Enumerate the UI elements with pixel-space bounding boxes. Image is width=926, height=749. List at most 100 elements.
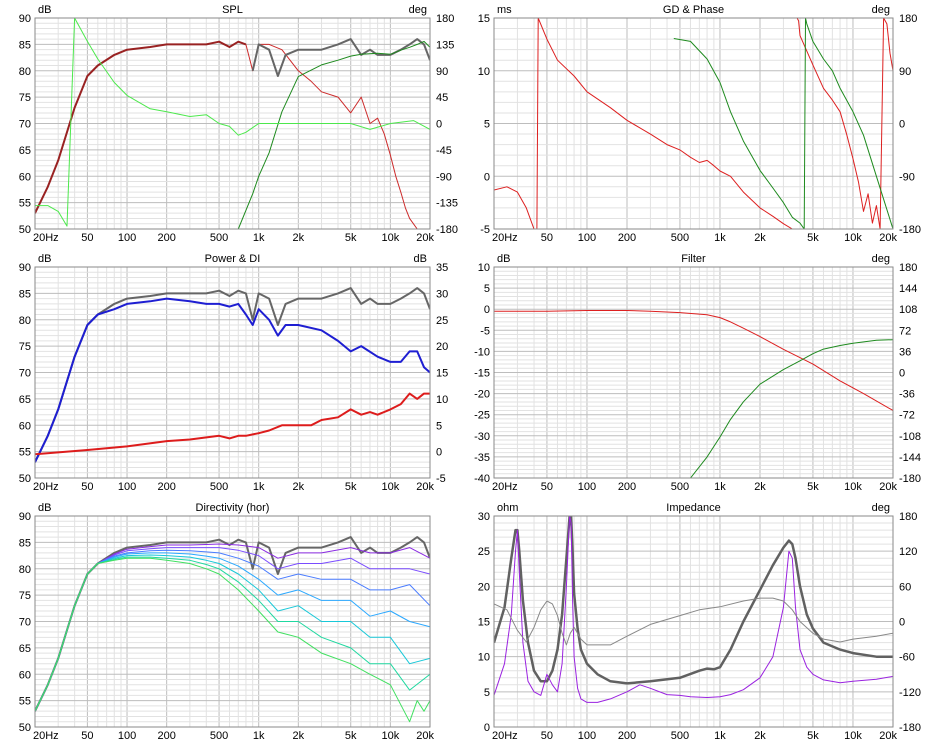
left-axis-tick-label: 65 <box>19 145 31 157</box>
x-axis-tick-label: 2k <box>754 232 766 244</box>
left-axis-tick-label: 50 <box>19 473 31 485</box>
left-axis-tick-label: 65 <box>19 394 31 406</box>
left-axis-tick-label: 0 <box>484 304 490 316</box>
left-axis-tick-label: 50 <box>19 224 31 236</box>
left-axis-tick-label: 20 <box>478 581 490 593</box>
left-axis-tick-label: 90 <box>19 262 31 274</box>
x-axis-tick-label: 10k <box>381 232 399 244</box>
x-axis-tick-label: 20k <box>879 232 897 244</box>
left-axis-tick-label: -15 <box>474 368 490 380</box>
left-axis-tick-label: 55 <box>19 447 31 459</box>
right-axis-tick-label: 0 <box>899 119 905 131</box>
series-line-1 <box>35 297 430 463</box>
left-axis-tick-label: 80 <box>19 315 31 327</box>
x-axis-tick-label: 10k <box>381 481 399 493</box>
x-axis-tick-label: 50 <box>81 481 93 493</box>
right-axis-tick-label: 0 <box>436 447 442 459</box>
x-axis-tick-label: 5k <box>807 481 819 493</box>
right-axis-tick-label: 144 <box>899 283 917 295</box>
x-axis-tick-label: 20k <box>879 730 897 742</box>
series-group <box>35 18 430 229</box>
chart-panel-power-di: Power & DI dB dB 50 55 60 65 70 75 80 85 90 -5 0 5 10 15… <box>19 253 449 493</box>
left-axis-tick-label: 15 <box>478 617 490 629</box>
series-group <box>35 536 430 723</box>
right-axis-tick-label: 20 <box>436 341 448 353</box>
x-axis-tick-label: 5k <box>345 730 357 742</box>
x-axis-tick-label: 20k <box>416 481 434 493</box>
right-axis-tick-label: 10 <box>436 394 448 406</box>
left-axis-tick-label: 55 <box>19 696 31 708</box>
right-axis-tick-label: 60 <box>899 581 911 593</box>
left-axis-tick-label: 75 <box>19 92 31 104</box>
right-axis-unit: deg <box>409 4 427 16</box>
x-axis-tick-label: 20Hz <box>33 232 59 244</box>
chart-title: Impedance <box>666 502 720 514</box>
right-axis-tick-label: 120 <box>899 546 917 558</box>
x-axis-tick-label: 100 <box>578 730 596 742</box>
x-axis-tick-label: 1k <box>714 730 726 742</box>
left-axis-tick-label: 0 <box>484 171 490 183</box>
series-line-4 <box>35 18 430 227</box>
x-axis-tick-label: 5k <box>345 232 357 244</box>
chart-panel-directivity: Directivity (hor) dB 50 55 60 65 70 75 80 85 90 20H… <box>19 502 435 742</box>
x-axis-tick-label: 10k <box>844 481 862 493</box>
x-axis-tick-label: 2k <box>754 730 766 742</box>
right-axis-unit: deg <box>872 4 890 16</box>
left-axis-tick-label: 75 <box>19 341 31 353</box>
x-axis-tick-label: 50 <box>541 481 553 493</box>
left-axis-tick-label: 0 <box>484 722 490 734</box>
left-axis-tick-label: 65 <box>19 643 31 655</box>
left-axis-unit: ms <box>497 4 512 16</box>
left-axis-tick-label: 60 <box>19 420 31 432</box>
x-axis-tick-label: 100 <box>118 481 136 493</box>
series-line-2 <box>35 392 430 456</box>
series-line-1 <box>251 38 430 77</box>
right-axis-unit: dB <box>414 253 427 265</box>
right-axis-tick-label: 180 <box>899 511 917 523</box>
left-axis-tick-label: 70 <box>19 119 31 131</box>
series-line-0 <box>35 287 430 463</box>
x-axis-tick-label: 50 <box>541 232 553 244</box>
right-axis-tick-label: 35 <box>436 262 448 274</box>
right-axis-tick-label: 5 <box>436 420 442 432</box>
x-axis-tick-label: 2k <box>293 481 305 493</box>
chart-title: Directivity (hor) <box>196 502 270 514</box>
right-axis-tick-label: -60 <box>899 652 915 664</box>
x-axis-tick-label: 2k <box>754 481 766 493</box>
x-axis-tick-label: 5k <box>807 232 819 244</box>
chart-title: GD & Phase <box>663 4 724 16</box>
left-axis-tick-label: 10 <box>478 262 490 274</box>
series-group <box>494 516 893 703</box>
left-axis-tick-label: 80 <box>19 564 31 576</box>
left-axis-tick-label: -25 <box>474 410 490 422</box>
left-axis-tick-label: -5 <box>480 224 490 236</box>
x-axis-tick-label: 20Hz <box>33 481 59 493</box>
series-line-2 <box>494 597 893 646</box>
x-axis-tick-label: 500 <box>210 730 228 742</box>
left-axis-tick-label: 70 <box>19 368 31 380</box>
chart-title: Power & DI <box>205 253 261 265</box>
right-axis-tick-label: 90 <box>899 66 911 78</box>
left-axis-tick-label: 10 <box>478 652 490 664</box>
left-axis-tick-label: 5 <box>484 687 490 699</box>
series-line-1 <box>494 516 893 703</box>
left-axis-tick-label: 5 <box>484 119 490 131</box>
right-axis-tick-label: -180 <box>899 224 921 236</box>
right-axis-tick-label: 30 <box>436 288 448 300</box>
left-axis-tick-label: -35 <box>474 452 490 464</box>
x-axis-tick-label: 200 <box>157 232 175 244</box>
right-axis-tick-label: -135 <box>436 198 458 210</box>
right-axis-tick-label: -144 <box>899 452 921 464</box>
left-axis-tick-label: 25 <box>478 546 490 558</box>
left-axis-tick-label: -5 <box>480 325 490 337</box>
series-line-1 <box>796 18 893 229</box>
x-axis-tick-label: 20k <box>416 730 434 742</box>
right-axis-tick-label: 36 <box>899 346 911 358</box>
x-axis-tick-label: 500 <box>671 730 689 742</box>
right-axis-tick-label: 0 <box>899 617 905 629</box>
series-group <box>35 287 430 463</box>
right-axis-unit: deg <box>872 253 890 265</box>
left-axis-tick-label: -30 <box>474 431 490 443</box>
right-axis-tick-label: -180 <box>436 224 458 236</box>
x-axis-tick-label: 500 <box>210 481 228 493</box>
